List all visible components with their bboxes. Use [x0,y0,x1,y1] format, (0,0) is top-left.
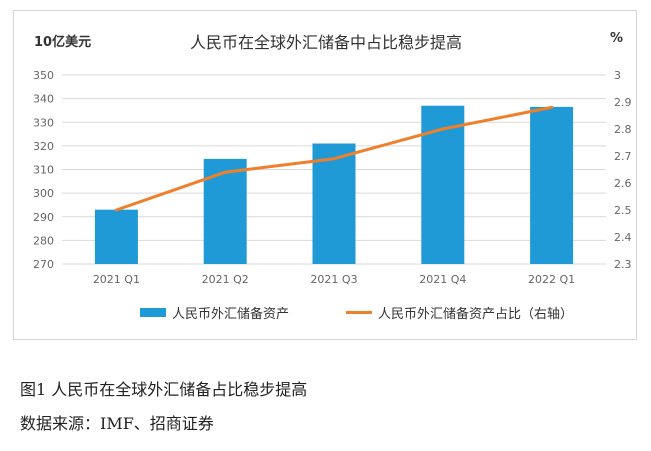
line-series [114,105,554,212]
x-tick-label: 2021 Q2 [202,273,249,286]
chart-legend: 人民币外汇储备资产 人民币外汇储备资产占比（右轴） [14,303,638,323]
legend-line-label: 人民币外汇储备资产占比（右轴） [378,307,574,322]
bar [312,143,356,264]
legend-bar-label: 人民币外汇储备资产 [172,307,290,322]
y-left-tick-label: 350 [33,69,54,82]
line-point [441,127,445,131]
y-left-tick-label: 270 [33,258,54,271]
line-point [332,157,336,161]
y-right-tick-label: 2.6 [614,177,632,190]
line-point [114,208,118,212]
x-tick-label: 2022 Q1 [528,273,575,286]
right-axis-unit: % [610,31,624,46]
x-tick-label: 2021 Q3 [310,273,357,286]
y-right-tick-label: 2.9 [614,96,632,109]
axis-labels: 270 280 290 300 310 320 330 340 350 2.3 2.4 2.5 2.6 2… [33,69,632,286]
chart-panel: 10亿美元 人民币在全球外汇储备中占比稳步提高 % 270 280 290 300 31… [13,10,637,340]
bar [530,106,574,264]
y-left-tick-label: 310 [33,164,54,177]
data-source: 数据来源：IMF、招商证券 [20,414,214,433]
y-left-tick-label: 320 [33,140,54,153]
bar [203,158,247,264]
x-tick-label: 2021 Q1 [93,273,140,286]
chart-plot: 270 280 290 300 310 320 330 340 350 2.3 2.4 2.5 2.6 2… [33,69,632,286]
y-right-tick-label: 2.4 [614,231,632,244]
legend-item-line: 人民币外汇储备资产占比（右轴） [346,303,573,322]
legend-item-bar: 人民币外汇储备资产 [140,303,289,322]
bar [94,209,138,264]
line-point [223,170,227,174]
y-right-tick-label: 3 [614,69,621,82]
legend-line-swatch [346,311,372,314]
y-right-tick-label: 2.3 [614,258,632,271]
y-right-tick-label: 2.5 [614,204,632,217]
y-right-tick-label: 2.8 [614,123,632,136]
y-left-tick-label: 340 [33,93,54,106]
line-point [550,105,554,109]
legend-bar-swatch [140,308,166,317]
y-left-tick-label: 300 [33,187,54,200]
x-tick-label: 2021 Q4 [419,273,466,286]
y-left-tick-label: 290 [33,211,54,224]
left-axis-unit: 10亿美元 [34,35,92,50]
y-left-tick-label: 280 [33,234,54,247]
y-left-tick-label: 330 [33,116,54,129]
y-right-tick-label: 2.7 [614,150,632,163]
figure-caption: 图1 人民币在全球外汇储备占比稳步提高 [20,380,308,399]
chart-title: 人民币在全球外汇储备中占比稳步提高 [189,33,462,52]
